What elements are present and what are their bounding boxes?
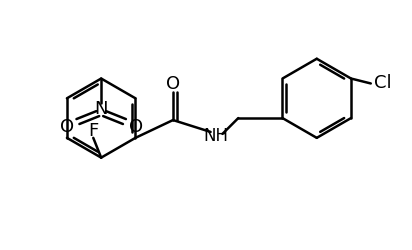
Text: F: F: [88, 122, 98, 140]
Text: NH: NH: [203, 127, 228, 145]
Text: O: O: [129, 118, 143, 136]
Text: O: O: [59, 118, 74, 136]
Text: O: O: [166, 76, 180, 94]
Text: Cl: Cl: [374, 74, 391, 92]
Text: N: N: [94, 100, 108, 118]
